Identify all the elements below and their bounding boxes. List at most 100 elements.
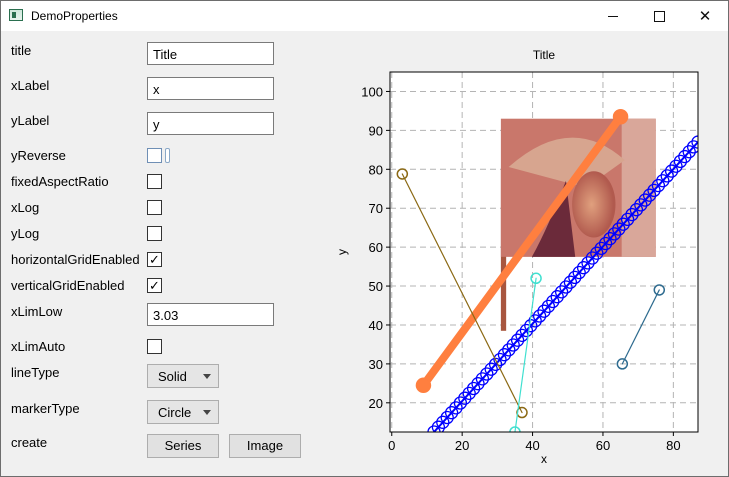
series-line [621,289,660,365]
series-marker [585,251,600,265]
series-marker [669,159,683,173]
plot-canvas: 0 20 40 60 80 20 30 40 50 60 70 80 90 100 Title x y [335,48,699,466]
x-tick-label: 80 [666,438,680,453]
image-right-panel [621,118,656,257]
series-marker [415,377,432,394]
xlog-checkbox[interactable] [147,200,162,215]
series-marker [603,232,617,246]
hgrid-label: horizontalGridEnabled [11,252,140,267]
series-marker [541,299,556,314]
linetype-select[interactable]: Solid [147,364,219,388]
create-label: create [11,435,48,450]
maximize-button[interactable] [636,1,682,31]
fixed-aspect-checkbox[interactable] [147,174,162,189]
series-marker [612,222,626,236]
series-marker [638,193,652,207]
yreverse-toggle-handle[interactable] [165,148,170,163]
series-marker [488,357,503,371]
xlabel-label: xLabel [11,78,50,93]
series-marker [629,203,644,217]
vgrid-checkbox[interactable]: ✓ [147,278,162,293]
image-face [572,171,616,238]
series-marker [642,188,657,202]
series-marker [559,280,573,294]
xlabel-input[interactable]: x [147,77,274,100]
hgrid-checkbox[interactable]: ✓ [147,252,162,267]
minimize-button[interactable] [590,1,636,31]
series-marker [509,426,521,432]
series-marker [444,406,459,420]
series-marker [625,207,639,222]
series-marker [510,333,525,347]
series-marker [563,275,578,289]
xlimlow-input[interactable]: 3.03 [147,303,274,326]
series-marker [653,284,666,296]
create-image-button[interactable]: Image [229,434,301,458]
series-marker [506,338,520,352]
series-marker [475,372,490,386]
maximize-icon [653,10,665,22]
close-icon: ✕ [698,8,712,25]
series-marker [686,140,698,154]
markertype-value: Circle [158,405,192,420]
markertype-label: markerType [11,401,80,416]
series-marker [471,377,485,391]
series-marker [660,169,674,183]
y-tick-label: 50 [369,279,383,294]
series-marker [673,154,688,169]
linetype-value: Solid [158,369,187,384]
series-marker [458,391,472,405]
yreverse-label: yReverse [11,148,66,163]
close-button[interactable]: ✕ [682,1,728,31]
plot-content [396,109,698,432]
minimize-icon [608,15,618,17]
series-marker [466,381,481,396]
title-input[interactable]: Title [147,42,274,65]
series-line [419,112,625,390]
series-marker [664,164,679,178]
app-icon [9,9,23,21]
title-bar: DemoProperties ✕ [1,1,728,31]
y-tick-label: 70 [369,201,383,216]
yreverse-checkbox[interactable] [147,148,162,163]
y-tick-label: 80 [369,162,383,177]
series-marker [678,149,692,164]
ylabel-input[interactable]: y [147,112,274,135]
markertype-select[interactable]: Circle [147,400,219,424]
series-marker [537,304,551,318]
chevron-down-icon [203,374,211,379]
series-marker [647,183,661,198]
fixed-aspect-label: fixedAspectRatio [11,174,109,189]
title-label: title [11,43,32,58]
linetype-label: lineType [11,365,60,380]
series-marker [396,168,409,180]
series-marker [502,343,516,357]
y-tick-label: 100 [361,84,383,99]
series-marker [449,401,463,415]
xlimauto-checkbox[interactable] [147,339,162,354]
series-marker [431,420,446,432]
series-marker [656,174,670,188]
series-marker [436,415,450,429]
series-marker [493,352,507,367]
ylog-checkbox[interactable] [147,226,162,241]
create-series-button[interactable]: Series [147,434,219,458]
series-marker [462,386,476,400]
series-marker [691,135,698,149]
ylabel-label: yLabel [11,113,50,128]
series-marker [453,396,468,410]
series-marker [550,290,564,304]
chevron-down-icon [203,410,211,415]
plot-frame [389,71,699,433]
series-marker [572,265,586,280]
series-marker [576,261,591,275]
series-marker [620,212,635,227]
xlimlow-label: xLimLow [11,304,63,319]
series-marker [634,198,648,212]
y-axis-label: y [335,249,349,255]
xlimauto-label: xLimAuto [11,339,66,354]
series-marker [612,109,629,125]
x-tick-label: 0 [388,438,395,453]
series-marker [554,285,569,299]
x-axis-label: x [541,452,547,466]
